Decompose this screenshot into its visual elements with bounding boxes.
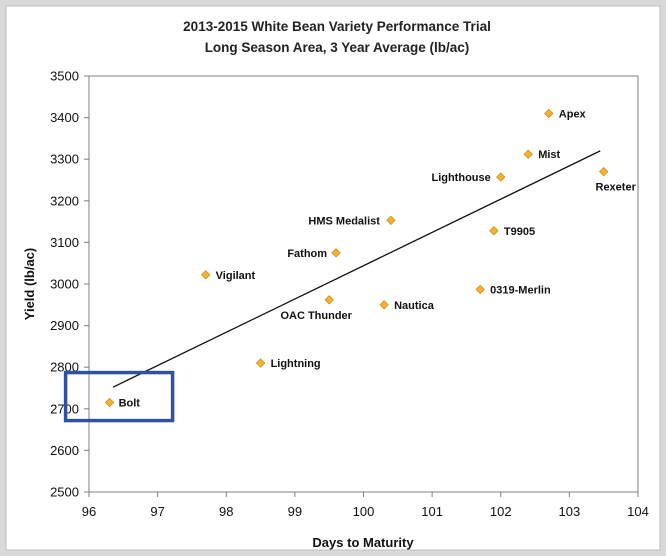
x-tick-label: 98 — [219, 504, 233, 519]
chart-subtitle: Long Season Area, 3 Year Average (lb/ac) — [205, 40, 470, 55]
data-point — [386, 215, 396, 226]
y-tick-label: 3200 — [50, 193, 79, 208]
data-point — [255, 358, 266, 368]
chart-title: 2013-2015 White Bean Variety Performance… — [183, 19, 491, 34]
x-tick-label: 96 — [82, 504, 96, 519]
y-tick-label: 3500 — [50, 69, 79, 84]
x-tick-label: 103 — [559, 504, 581, 519]
data-points: Bolt Vigilant Lightning OAC Thunder Fathom HM… — [104, 108, 637, 410]
point-label: Rexeter — [596, 182, 637, 194]
x-tick-label: 100 — [353, 504, 375, 519]
data-point — [331, 248, 341, 258]
x-tick-label: 102 — [490, 504, 512, 519]
data-point — [200, 270, 211, 280]
y-tick-label: 3300 — [50, 152, 79, 167]
x-axis-label: Days to Maturity — [312, 535, 414, 550]
trendline — [112, 150, 601, 388]
point-label: Apex — [559, 108, 587, 120]
point-label: Lighthouse — [431, 172, 490, 184]
point-label: T9905 — [504, 226, 535, 238]
plot-area — [88, 75, 639, 493]
y-tick-label: 2900 — [50, 318, 79, 333]
highlight-box — [63, 370, 175, 423]
y-tick-label: 2600 — [50, 443, 79, 458]
point-label: Fathom — [287, 248, 327, 260]
data-point — [104, 397, 115, 408]
x-axis: 96 97 98 99 100 101 102 103 104 — [82, 492, 649, 519]
point-label: Vigilant — [216, 270, 256, 282]
point-label: 0319-Merlin — [490, 284, 551, 296]
data-point — [523, 149, 533, 159]
point-label: Lightning — [271, 358, 321, 370]
y-tick-label: 3400 — [50, 110, 79, 125]
y-axis: 2500260027002800290030003100320033003400… — [50, 69, 89, 500]
point-label: Mist — [538, 149, 560, 161]
y-tick-label: 2500 — [50, 485, 79, 500]
data-point — [489, 226, 499, 236]
x-tick-label: 104 — [627, 504, 649, 519]
y-axis-label: Yield (lb/ac) — [22, 248, 37, 320]
point-label: Bolt — [119, 398, 141, 410]
data-point — [324, 295, 334, 305]
y-tick-label: 3100 — [50, 235, 79, 250]
x-tick-label: 99 — [288, 504, 302, 519]
y-tick-label: 3000 — [50, 277, 79, 292]
point-label: Nautica — [394, 300, 435, 312]
data-point — [379, 300, 389, 310]
point-label: HMS Medalist — [308, 215, 380, 227]
x-tick-label: 97 — [150, 504, 164, 519]
data-point — [475, 284, 485, 295]
data-point — [598, 166, 609, 177]
point-label: OAC Thunder — [280, 310, 352, 322]
data-point — [544, 108, 554, 119]
data-point — [496, 172, 506, 182]
x-tick-label: 101 — [421, 504, 443, 519]
